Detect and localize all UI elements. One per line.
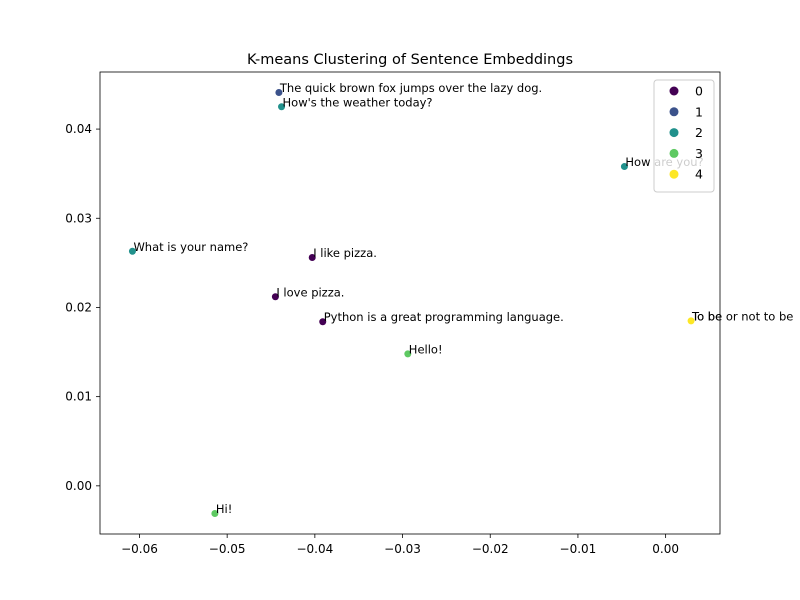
chart-title: K-means Clustering of Sentence Embedding… (247, 52, 573, 68)
x-tick-label: −0.04 (296, 542, 333, 556)
scatter-point (278, 103, 286, 111)
y-tick-label: 0.00 (65, 479, 92, 493)
legend-label: 3 (695, 146, 703, 161)
scatter-point (308, 254, 316, 262)
scatter-point (211, 509, 219, 517)
scatter-point (319, 318, 327, 326)
ticks-layer: −0.06 −0.05 −0.04 −0.03 −0.02 −0.01 0.00 0.00 0.… (65, 122, 679, 556)
scatter-point (620, 163, 628, 171)
x-tick-label: −0.03 (384, 542, 421, 556)
x-tick-label: −0.01 (560, 542, 597, 556)
point-label: I like pizza. (313, 246, 377, 260)
scatter-point (275, 89, 283, 97)
point-label: Python is a great programming language. (324, 310, 564, 324)
x-tick-label: −0.06 (121, 542, 158, 556)
y-tick-label: 0.03 (65, 211, 92, 225)
legend-label: 4 (695, 167, 703, 182)
point-label: The quick brown fox jumps over the lazy … (279, 81, 542, 95)
point-label-overflow: To be or not to be (691, 309, 793, 323)
scatter-point (687, 317, 695, 325)
point-label: To be or not to be (691, 309, 793, 323)
y-tick-label: 0.02 (65, 300, 92, 314)
x-tick-label: −0.02 (472, 542, 509, 556)
legend-marker (669, 128, 679, 138)
y-tick-label: 0.01 (65, 390, 92, 404)
legend-label: 1 (695, 104, 703, 119)
legend-box (653, 79, 715, 193)
point-label: What is your name? (133, 240, 248, 254)
point-label: How's the weather today? (283, 95, 433, 109)
legend-label: 0 (695, 84, 703, 99)
scatter-point (128, 247, 136, 255)
point-label: Hello! (409, 342, 443, 356)
scatter-point (271, 293, 279, 301)
legend-label: 2 (695, 125, 703, 140)
y-tick-label: 0.04 (65, 122, 92, 136)
point-label: Hi! (216, 502, 232, 516)
overflow-labels-layer: To be or not to be (691, 309, 793, 323)
legend-marker (669, 86, 679, 96)
legend-marker (669, 169, 679, 179)
legend-marker (669, 107, 679, 117)
point-label: I love pizza. (276, 285, 344, 299)
legend: 0 1 2 3 4 (653, 79, 715, 193)
scatter-point (404, 350, 412, 358)
x-tick-label: −0.05 (209, 542, 246, 556)
axes-frame (99, 71, 721, 535)
legend-marker (669, 148, 679, 158)
x-tick-label: 0.00 (652, 542, 679, 556)
